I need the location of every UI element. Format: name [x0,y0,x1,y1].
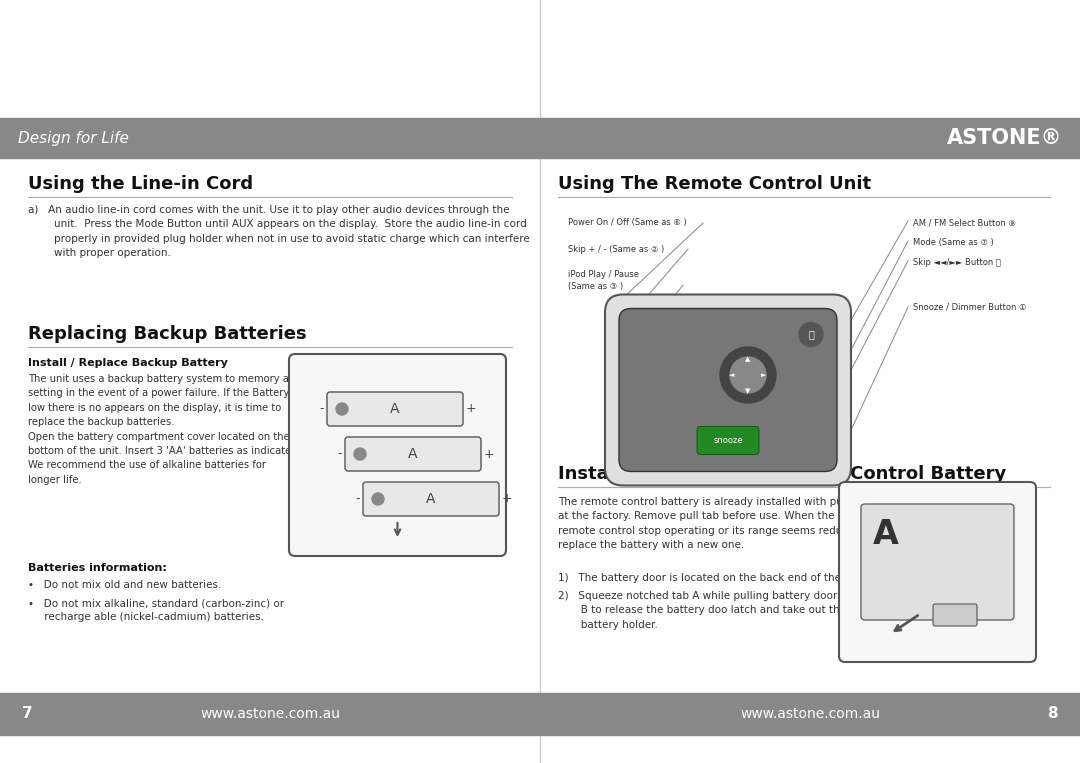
Text: ▲: ▲ [745,356,751,362]
FancyBboxPatch shape [345,437,481,471]
Text: ►: ► [761,372,767,378]
Circle shape [720,347,777,403]
Text: -: - [337,448,342,461]
FancyBboxPatch shape [619,308,837,472]
Text: ◄: ◄ [729,372,734,378]
Text: A: A [390,402,400,416]
Text: Batteries information:: Batteries information: [28,563,167,573]
Bar [0,118,1080,158]
Text: +: + [502,492,513,506]
Text: a)   An audio line-in cord comes with the unit. Use it to play other audio devic: a) An audio line-in cord comes with the … [28,205,530,258]
Circle shape [372,493,384,505]
Text: www.astone.com.au: www.astone.com.au [740,707,880,721]
Text: Design for Life: Design for Life [18,130,129,146]
Text: iPod Play / Pause
(Same as ③ ): iPod Play / Pause (Same as ③ ) [568,270,639,291]
Text: Install / Replace Backup Battery: Install / Replace Backup Battery [28,358,228,368]
Text: -: - [320,403,324,416]
Text: •   Do not mix alkaline, standard (carbon-zinc) or
     recharge able (nickel-ca: • Do not mix alkaline, standard (carbon-… [28,598,284,623]
FancyBboxPatch shape [289,354,507,556]
Circle shape [336,403,348,415]
Text: Replacing Backup Batteries: Replacing Backup Batteries [28,325,307,343]
Text: Using The Remote Control Unit: Using The Remote Control Unit [558,175,872,193]
FancyBboxPatch shape [861,504,1014,620]
Text: AM / FM Select Button ⑨: AM / FM Select Button ⑨ [913,218,1016,227]
FancyBboxPatch shape [605,295,851,485]
Text: ⏻: ⏻ [808,330,814,340]
Circle shape [799,323,823,346]
FancyBboxPatch shape [363,482,499,516]
Text: The unit uses a backup battery system to memory all
setting in the event of a po: The unit uses a backup battery system to… [28,374,301,485]
Circle shape [730,357,766,393]
Text: Snooze / Dimmer Button ①: Snooze / Dimmer Button ① [913,303,1026,312]
Text: •   Do not mix old and new batteries.: • Do not mix old and new batteries. [28,580,221,590]
Circle shape [354,448,366,460]
Text: ASTONE®: ASTONE® [946,128,1062,148]
Text: A: A [427,492,435,506]
Text: Using the Line-in Cord: Using the Line-in Cord [28,175,253,193]
Text: www.astone.com.au: www.astone.com.au [200,707,340,721]
Text: 7: 7 [22,707,32,722]
Text: +: + [484,448,495,461]
Text: -: - [355,492,360,506]
FancyBboxPatch shape [697,427,759,455]
Text: A: A [873,518,899,551]
Text: The remote control battery is already installed with pull tab,
at the factory. R: The remote control battery is already in… [558,497,873,550]
FancyBboxPatch shape [327,392,463,426]
Text: Power On / Off (Same as ⑥ ): Power On / Off (Same as ⑥ ) [568,218,687,227]
Text: 2)   Squeeze notched tab A while pulling battery door latch
       B to release : 2) Squeeze notched tab A while pulling b… [558,591,866,629]
Text: +: + [465,403,476,416]
Bar [0,693,1080,735]
Text: 8: 8 [1048,707,1058,722]
Text: Skip ◄◄/►► Button ⑫: Skip ◄◄/►► Button ⑫ [913,258,1001,267]
Text: ▼: ▼ [745,388,751,394]
Text: 1)   The battery door is located on the back end of the unit.: 1) The battery door is located on the ba… [558,573,868,583]
Text: Install / Replace the Remote Control Battery: Install / Replace the Remote Control Bat… [558,465,1007,483]
Text: snooze: snooze [713,436,743,445]
Text: Mode (Same as ⑦ ): Mode (Same as ⑦ ) [913,238,994,247]
FancyBboxPatch shape [933,604,977,626]
Text: Skip + / - (Same as ② ): Skip + / - (Same as ② ) [568,245,664,254]
Text: A: A [408,447,418,461]
FancyBboxPatch shape [839,482,1036,662]
